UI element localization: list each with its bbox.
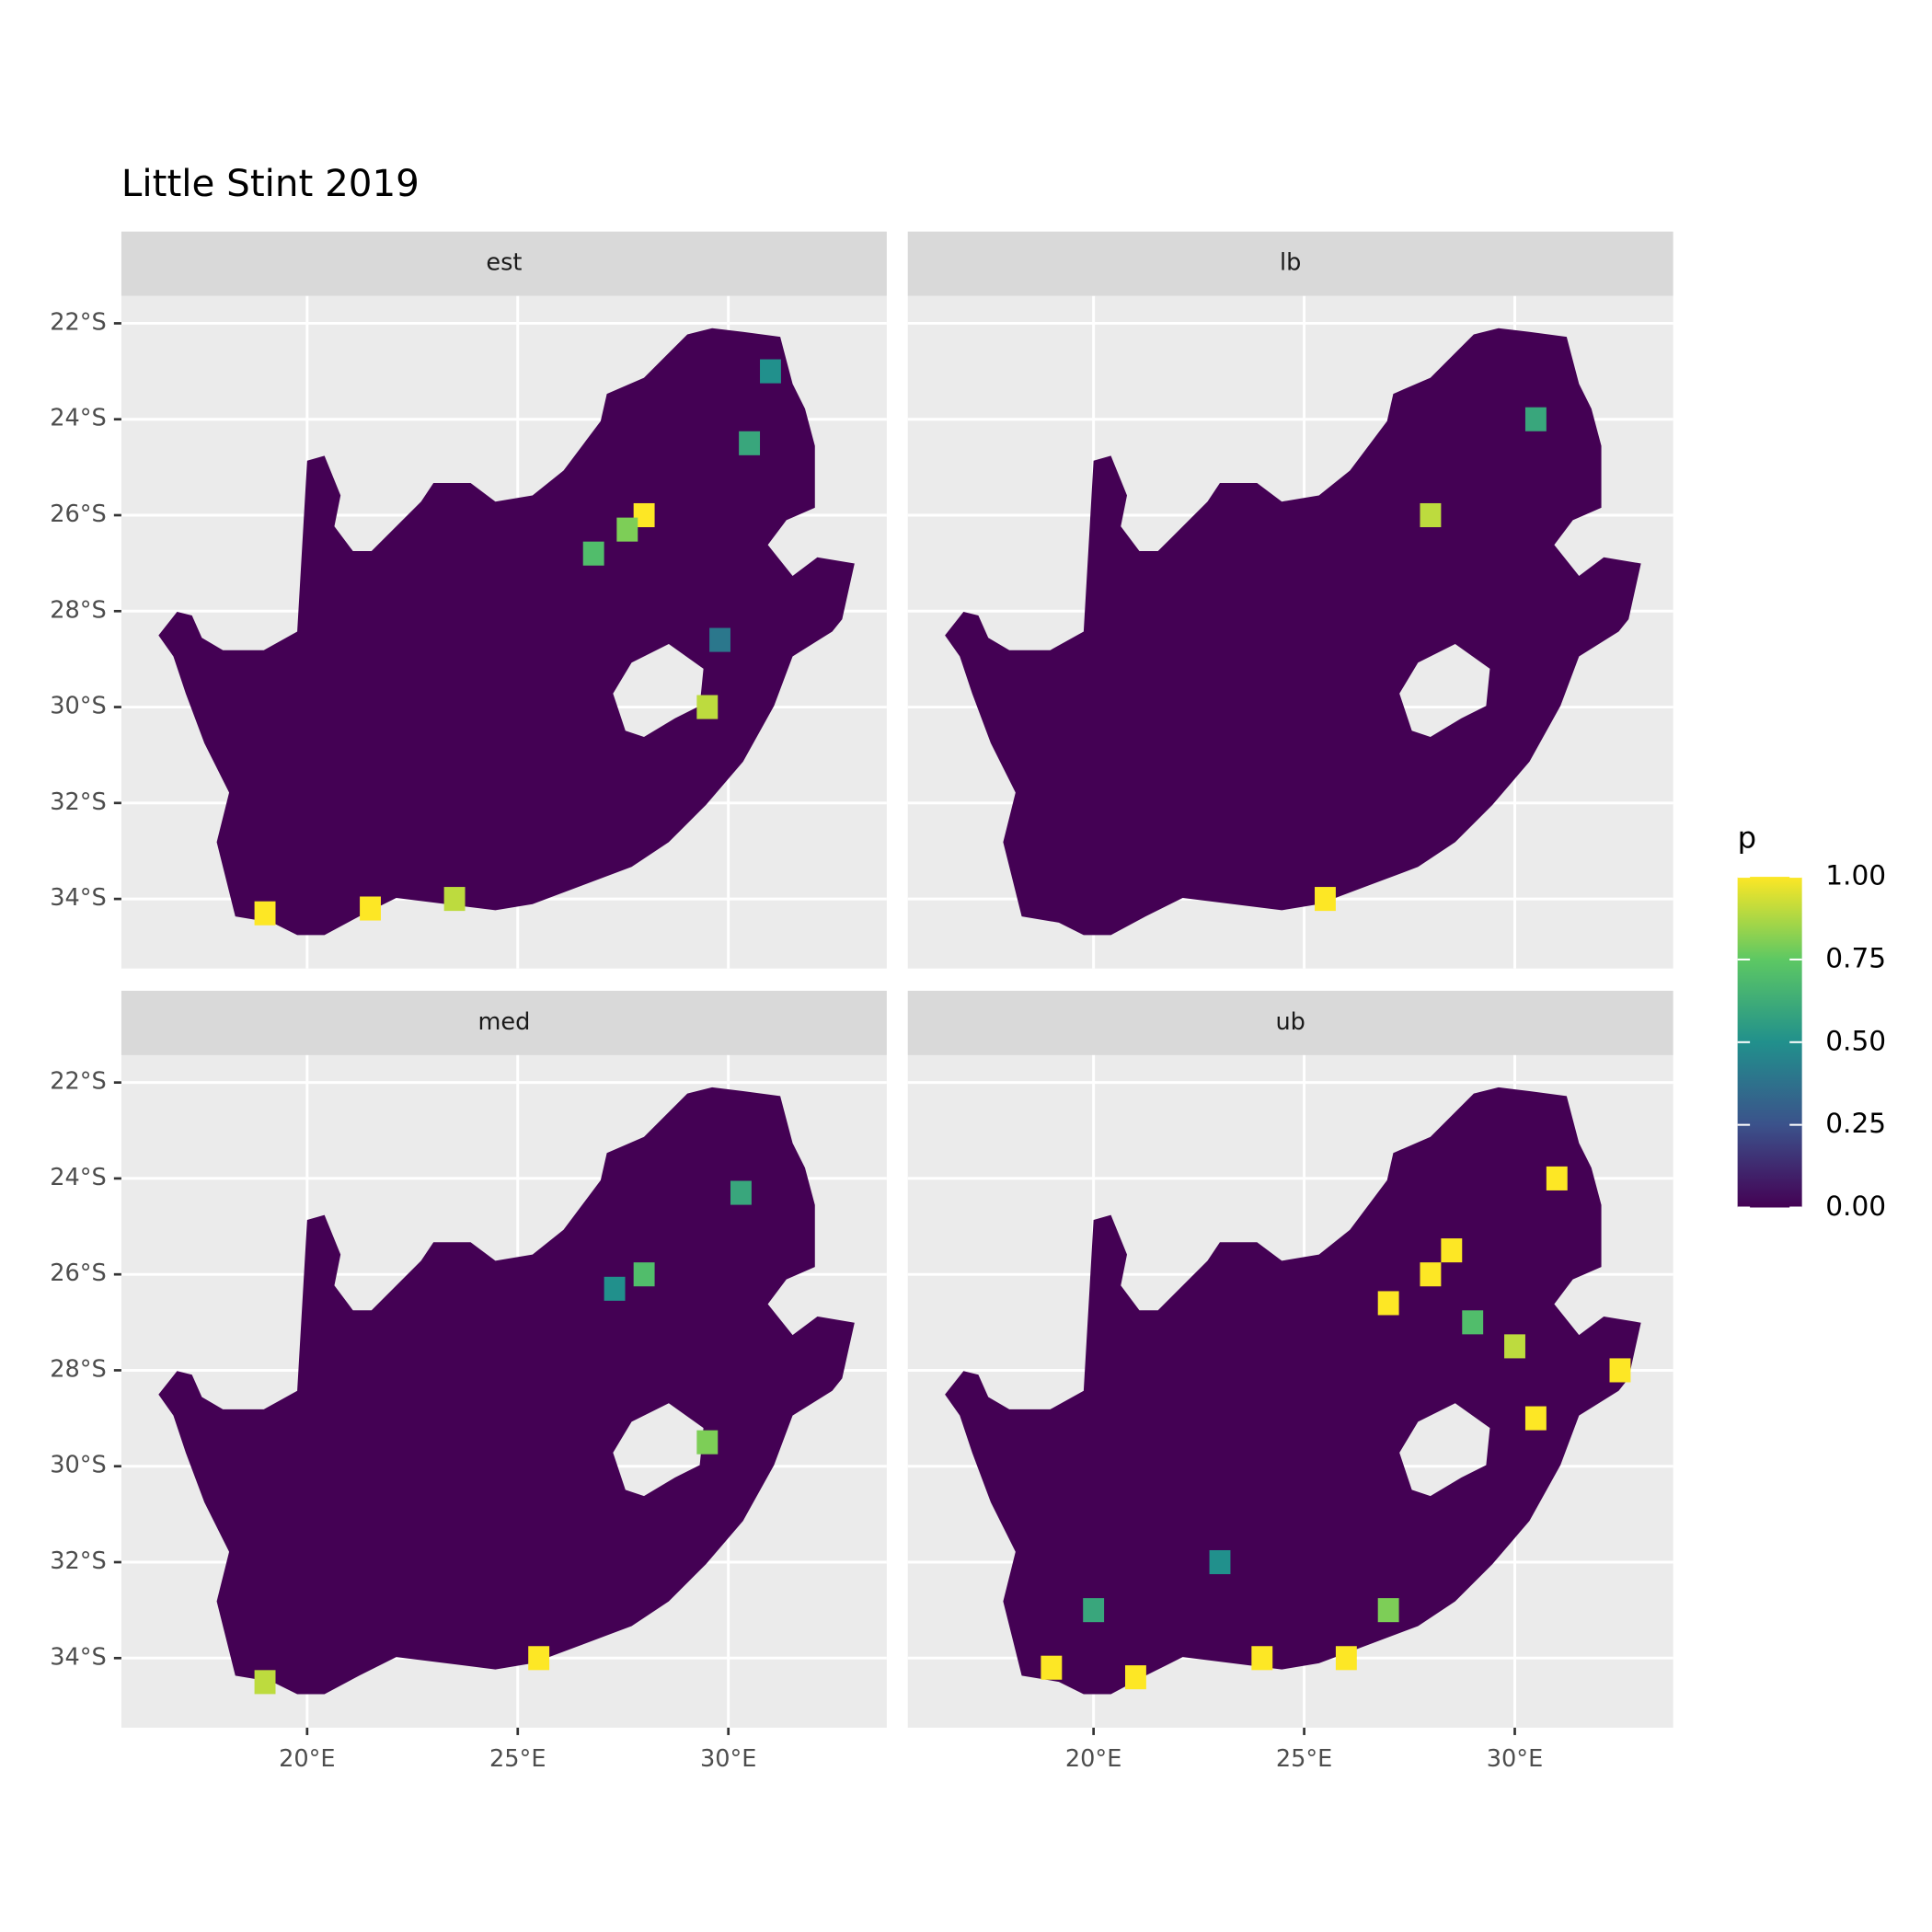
strip — [907, 231, 1673, 296]
cell — [730, 1180, 752, 1205]
cell — [1609, 1358, 1631, 1383]
x-tick-label: 25°E — [1276, 1745, 1332, 1773]
legend-label: 0.50 — [1825, 1025, 1886, 1056]
cell — [254, 1670, 276, 1695]
legend-title: p — [1738, 821, 1757, 856]
cell — [1504, 1334, 1525, 1359]
cell — [528, 1646, 550, 1671]
y-tick-label: 24°S — [50, 1164, 107, 1191]
cell — [760, 359, 781, 384]
legend-label: 0.25 — [1825, 1108, 1886, 1139]
y-tick-label: 28°S — [50, 596, 107, 624]
cell — [633, 502, 655, 528]
cell — [1315, 887, 1336, 912]
cell — [582, 541, 604, 566]
cell — [633, 1262, 655, 1287]
y-tick-label: 34°S — [50, 884, 107, 912]
map — [945, 1087, 1641, 1695]
y-tick-label: 22°S — [50, 308, 107, 336]
cell — [443, 887, 466, 912]
chart-title: Little Stint 2019 — [121, 162, 420, 205]
facet-label: med — [477, 1008, 530, 1036]
strip — [121, 231, 887, 296]
x-tick-label: 20°E — [279, 1745, 335, 1773]
cell — [1420, 1262, 1442, 1287]
y-tick-label: 28°S — [50, 1355, 107, 1383]
y-tick-label: 26°S — [50, 500, 107, 528]
cell — [1209, 1549, 1231, 1575]
country — [945, 1087, 1641, 1695]
cell — [360, 896, 381, 921]
map — [158, 1087, 855, 1695]
cell — [1420, 502, 1442, 528]
cell — [1462, 1310, 1484, 1335]
country — [158, 328, 855, 936]
y-tick-label: 32°S — [50, 788, 107, 816]
country — [158, 1087, 855, 1695]
cell — [1083, 1598, 1105, 1623]
strip — [907, 990, 1673, 1055]
cell — [696, 1430, 719, 1455]
cell — [1524, 1406, 1547, 1431]
cell — [616, 517, 638, 542]
map — [158, 328, 855, 936]
cell — [1546, 1166, 1568, 1190]
legend-label: 0.75 — [1825, 942, 1886, 973]
cell — [1377, 1291, 1399, 1316]
cell — [739, 431, 761, 455]
x-tick-label: 30°E — [1487, 1745, 1543, 1773]
x-tick-label: 25°E — [489, 1745, 546, 1773]
x-tick-label: 30°E — [700, 1745, 756, 1773]
y-tick-label: 30°S — [50, 693, 107, 720]
y-tick-label: 26°S — [50, 1259, 107, 1287]
cell — [254, 901, 276, 926]
x-tick-label: 20°E — [1065, 1745, 1121, 1773]
y-tick-label: 24°S — [50, 405, 107, 432]
cell — [1524, 407, 1547, 431]
country — [945, 328, 1641, 936]
facet-label: lb — [1280, 249, 1301, 277]
y-tick-label: 30°S — [50, 1452, 107, 1479]
cell — [696, 695, 719, 719]
cell — [1441, 1238, 1463, 1263]
legend-label: 0.00 — [1825, 1190, 1886, 1222]
strip — [121, 990, 887, 1055]
legend-label: 1.00 — [1825, 860, 1886, 891]
cell — [1124, 1665, 1146, 1690]
cell — [1251, 1646, 1273, 1671]
cell — [1041, 1655, 1063, 1680]
cell — [709, 627, 730, 652]
cell — [1377, 1598, 1399, 1623]
cell — [1335, 1646, 1357, 1671]
facet-label: ub — [1275, 1008, 1305, 1036]
y-tick-label: 34°S — [50, 1643, 107, 1671]
y-tick-label: 32°S — [50, 1547, 107, 1575]
map — [945, 328, 1641, 936]
cell — [604, 1276, 626, 1301]
facet-label: est — [486, 249, 522, 277]
y-tick-label: 22°S — [50, 1068, 107, 1096]
